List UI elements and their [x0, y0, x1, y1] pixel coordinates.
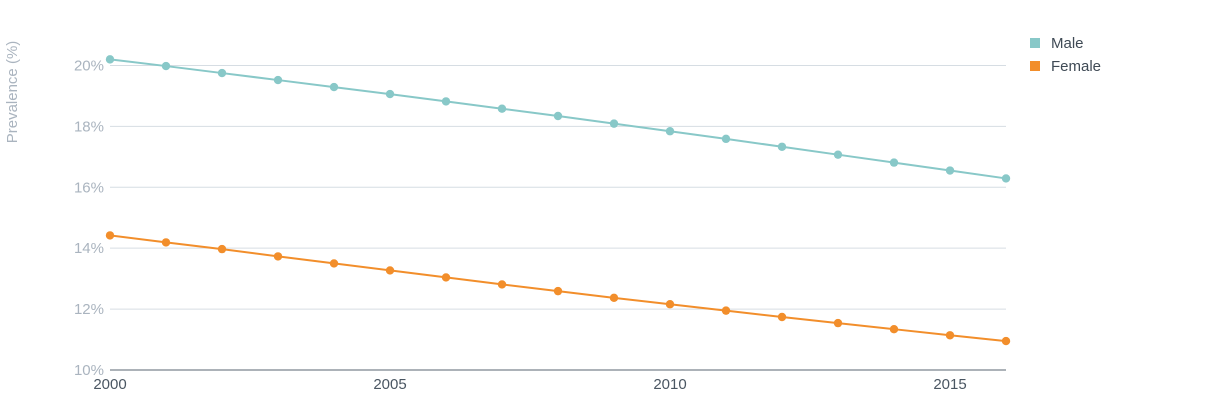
- y-tick-label: 12%: [74, 301, 104, 318]
- data-point-male[interactable]: [497, 104, 507, 113]
- data-point-male[interactable]: [329, 82, 339, 92]
- data-point-female[interactable]: [1001, 336, 1011, 346]
- data-point-female[interactable]: [833, 318, 843, 328]
- data-point-female[interactable]: [889, 324, 899, 334]
- legend-swatch-female: [1030, 61, 1040, 71]
- data-point-male[interactable]: [889, 158, 899, 167]
- data-point-male[interactable]: [609, 119, 619, 128]
- data-point-male[interactable]: [441, 97, 451, 106]
- data-point-male[interactable]: [105, 55, 115, 64]
- data-point-male[interactable]: [553, 111, 563, 121]
- data-point-female[interactable]: [777, 312, 787, 322]
- data-point-female[interactable]: [441, 273, 451, 282]
- data-point-female[interactable]: [385, 266, 395, 275]
- y-tick-label: 10%: [74, 362, 104, 379]
- data-point-male[interactable]: [385, 89, 395, 99]
- data-point-female[interactable]: [553, 286, 563, 296]
- y-tick-label: 16%: [74, 179, 104, 196]
- series-male: [105, 55, 1011, 183]
- data-point-male[interactable]: [161, 61, 171, 71]
- y-tick-label: 18%: [74, 118, 104, 135]
- legend-swatch-male: [1030, 38, 1040, 48]
- data-point-male[interactable]: [777, 142, 787, 151]
- data-point-male[interactable]: [665, 127, 675, 136]
- data-point-female[interactable]: [665, 300, 675, 309]
- data-point-male[interactable]: [721, 134, 731, 144]
- legend: Male Female: [1030, 35, 1101, 75]
- data-point-female[interactable]: [609, 293, 619, 303]
- data-point-female[interactable]: [273, 252, 283, 261]
- x-tick-label: 2000: [93, 376, 126, 393]
- y-tick-label: 20%: [74, 57, 104, 74]
- y-tick-label: 14%: [74, 240, 104, 257]
- data-point-male[interactable]: [273, 75, 283, 85]
- data-point-male[interactable]: [833, 150, 843, 159]
- legend-item-female[interactable]: Female: [1030, 58, 1101, 75]
- data-point-female[interactable]: [217, 244, 227, 254]
- x-tick-label: 2010: [653, 376, 686, 393]
- series: [105, 55, 1011, 346]
- data-point-female[interactable]: [721, 306, 731, 315]
- y-axis-label: Prevalence (%): [4, 41, 21, 144]
- data-point-female[interactable]: [105, 231, 115, 240]
- legend-label-male: Male: [1051, 35, 1084, 52]
- data-point-male[interactable]: [1001, 174, 1011, 183]
- legend-item-male[interactable]: Male: [1030, 35, 1084, 52]
- data-point-female[interactable]: [161, 238, 171, 247]
- gridlines: [110, 64, 1006, 310]
- x-tick-label: 2005: [373, 376, 406, 393]
- data-point-male[interactable]: [217, 68, 227, 78]
- legend-label-female: Female: [1051, 58, 1101, 75]
- data-point-male[interactable]: [945, 166, 955, 175]
- x-tick-label: 2015: [933, 376, 966, 393]
- data-point-female[interactable]: [497, 280, 507, 289]
- data-point-female[interactable]: [945, 331, 955, 340]
- data-point-female[interactable]: [329, 259, 339, 268]
- series-female: [105, 231, 1011, 346]
- axes: 10% 12% 14% 16% 18% 20% 2000 2005 2010 2015: [74, 57, 1006, 393]
